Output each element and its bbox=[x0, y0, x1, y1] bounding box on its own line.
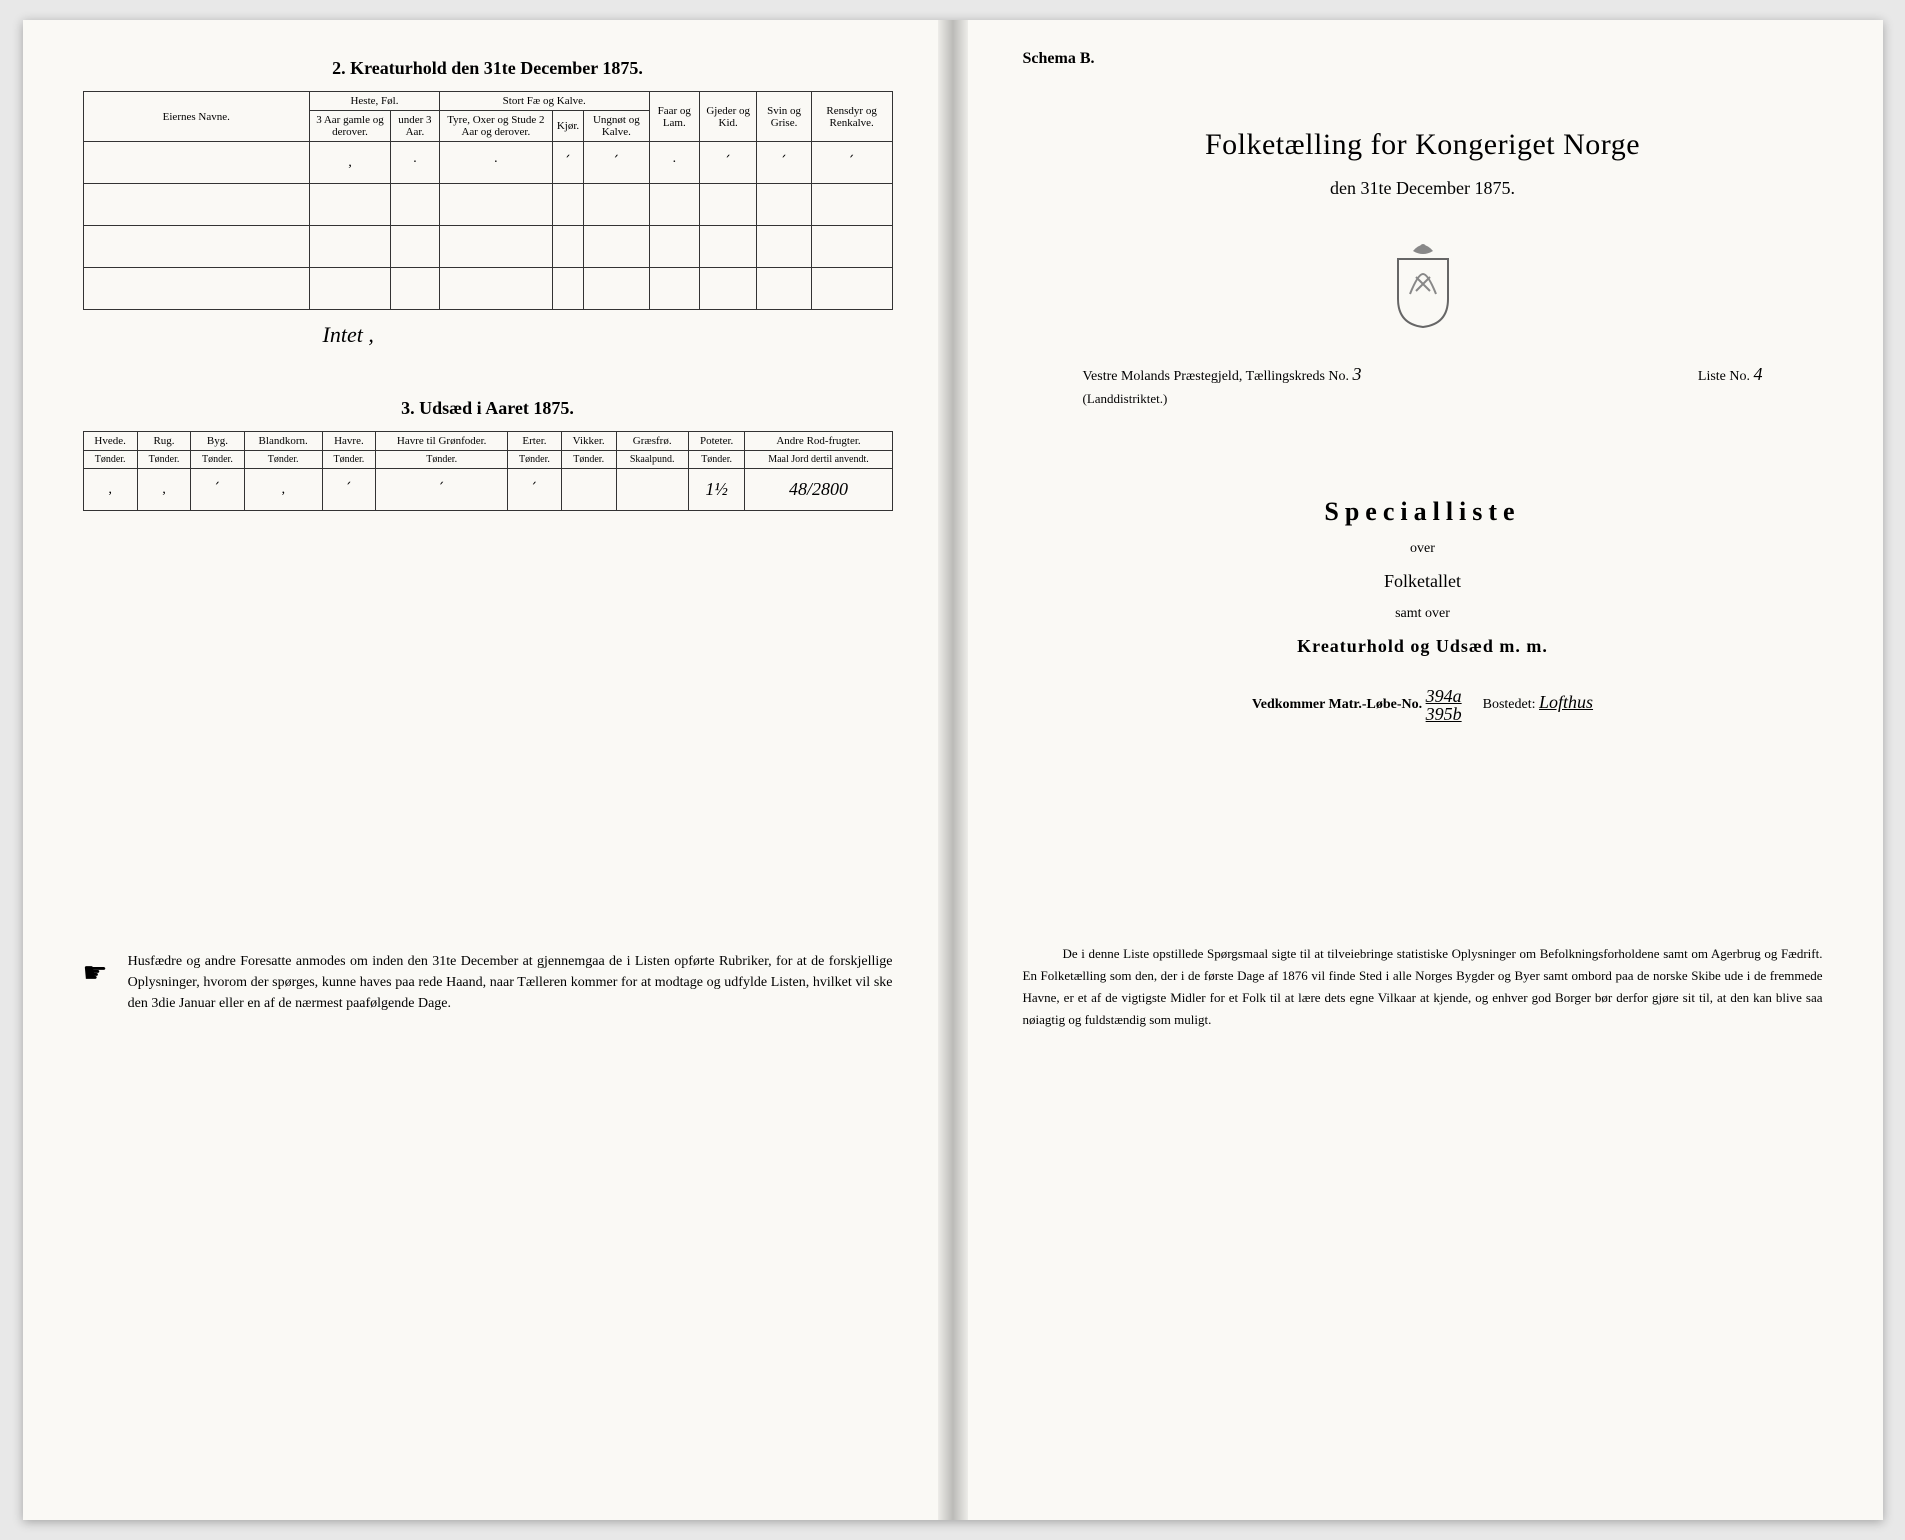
udsaed-table: Hvede.Rug.Byg.Blandkorn.Havre.Havre til … bbox=[83, 431, 893, 511]
kreatur-label: Kreaturhold og Udsæd m. m. bbox=[1023, 636, 1823, 657]
matr-line: Vedkommer Matr.-Løbe-No. 394a 395b Boste… bbox=[1023, 687, 1823, 723]
col-header: Byg. bbox=[191, 432, 244, 451]
col-subheader: Tønder. bbox=[508, 451, 561, 469]
col-subheader: Tønder. bbox=[137, 451, 190, 469]
table-subheader-row: Tønder.Tønder.Tønder.Tønder.Tønder.Tønde… bbox=[83, 451, 892, 469]
page-title: Folketælling for Kongeriget Norge bbox=[1023, 128, 1823, 162]
col-header: Hvede. bbox=[83, 432, 137, 451]
left-page: 2. Kreaturhold den 31te December 1875. E… bbox=[23, 20, 953, 1520]
matr-label: Vedkommer Matr.-Løbe-No. bbox=[1252, 697, 1422, 712]
cell: ‚ bbox=[137, 469, 190, 511]
col-gjeder: Gjeder og Kid. bbox=[700, 92, 757, 142]
schema-label: Schema B. bbox=[1023, 50, 1823, 68]
col-header: Poteter. bbox=[688, 432, 745, 451]
table-header-row: Hvede.Rug.Byg.Blandkorn.Havre.Havre til … bbox=[83, 432, 892, 451]
col-subheader: Tønder. bbox=[376, 451, 508, 469]
pointing-hand-icon: ☛ bbox=[83, 951, 108, 1014]
grp-stort: Stort Fæ og Kalve. bbox=[439, 92, 649, 111]
matr-value: 394a 395b bbox=[1426, 687, 1462, 723]
col-subheader: Tønder. bbox=[322, 451, 375, 469]
sub-heste1: 3 Aar gamle og derover. bbox=[310, 111, 391, 142]
col-header: Erter. bbox=[508, 432, 561, 451]
grp-heste: Heste, Føl. bbox=[310, 92, 440, 111]
table-row bbox=[83, 184, 892, 226]
kreaturhold-table: Eiernes Navne. Heste, Føl. Stort Fæ og K… bbox=[83, 91, 893, 310]
col-rensdyr: Rensdyr og Renkalve. bbox=[811, 92, 892, 142]
landdistriktet: (Landdistriktet.) bbox=[1083, 391, 1763, 407]
right-page: Schema B. Folketælling for Kongeriget No… bbox=[953, 20, 1883, 1520]
cell: 48/2800 bbox=[745, 469, 892, 511]
table-row bbox=[83, 268, 892, 310]
col-subheader: Tønder. bbox=[244, 451, 322, 469]
cell bbox=[561, 469, 616, 511]
cell: ‚ bbox=[244, 469, 322, 511]
samt-over-label: samt over bbox=[1023, 606, 1823, 622]
coat-of-arms-icon bbox=[1023, 239, 1823, 334]
handwritten-note: Intet , bbox=[323, 322, 893, 348]
left-footnote-text: Husfædre og andre Foresatte anmodes om i… bbox=[128, 951, 893, 1014]
col-svin: Svin og Grise. bbox=[757, 92, 811, 142]
table-row bbox=[83, 226, 892, 268]
col-subheader: Tønder. bbox=[688, 451, 745, 469]
sub-stort1: Tyre, Oxer og Stude 2 Aar og derover. bbox=[439, 111, 552, 142]
gjeld-prefix: Vestre Molands Præstegjeld, Tællingskred… bbox=[1083, 369, 1350, 384]
section-3-title: 3. Udsæd i Aaret 1875. bbox=[83, 398, 893, 419]
cell: 1½ bbox=[688, 469, 745, 511]
section-2-title: 2. Kreaturhold den 31te December 1875. bbox=[83, 58, 893, 79]
col-subheader: Tønder. bbox=[561, 451, 616, 469]
cell: ՛ bbox=[508, 469, 561, 511]
bostedet-value: Lofthus bbox=[1539, 692, 1593, 712]
col-header: Andre Rod-frugter. bbox=[745, 432, 892, 451]
col-faar: Faar og Lam. bbox=[649, 92, 699, 142]
sub-stort2: Kjør. bbox=[552, 111, 583, 142]
sub-heste2: under 3 Aar. bbox=[390, 111, 439, 142]
col-subheader: Skaalpund. bbox=[616, 451, 688, 469]
col-subheader: Tønder. bbox=[191, 451, 244, 469]
folketallet-label: Folketallet bbox=[1023, 571, 1823, 592]
title-date: den 31te December 1875. bbox=[1023, 178, 1823, 199]
cell: ՛ bbox=[191, 469, 244, 511]
gjeld-line: Vestre Molands Præstegjeld, Tællingskred… bbox=[1083, 364, 1763, 385]
kreds-no: 3 bbox=[1353, 364, 1362, 384]
col-subheader: Maal Jord dertil anvendt. bbox=[745, 451, 892, 469]
table-row: ‚ · · ՛ ՛ · ՛ ՛ ՛ bbox=[83, 142, 892, 184]
cell: ՛ bbox=[322, 469, 375, 511]
census-book-spread: 2. Kreaturhold den 31te December 1875. E… bbox=[23, 20, 1883, 1520]
sub-stort3: Ungnøt og Kalve. bbox=[584, 111, 649, 142]
cell bbox=[616, 469, 688, 511]
col-header: Blandkorn. bbox=[244, 432, 322, 451]
col-eier: Eiernes Navne. bbox=[83, 92, 310, 142]
liste-prefix: Liste No. bbox=[1698, 369, 1750, 384]
book-spine bbox=[938, 20, 968, 1520]
col-header: Havre. bbox=[322, 432, 375, 451]
specialliste-heading: Specialliste bbox=[1023, 497, 1823, 527]
col-header: Rug. bbox=[137, 432, 190, 451]
col-header: Græsfrø. bbox=[616, 432, 688, 451]
left-footnote-block: ☛ Husfædre og andre Foresatte anmodes om… bbox=[83, 951, 893, 1014]
col-header: Havre til Grønfoder. bbox=[376, 432, 508, 451]
cell: ՛ bbox=[376, 469, 508, 511]
col-subheader: Tønder. bbox=[83, 451, 137, 469]
bostedet-label: Bostedet: bbox=[1483, 697, 1536, 712]
liste-no: 4 bbox=[1754, 364, 1763, 384]
table-row: ‚‚՛‚՛՛՛1½48/2800 bbox=[83, 469, 892, 511]
cell: ‚ bbox=[83, 469, 137, 511]
over-label: over bbox=[1023, 541, 1823, 557]
right-footnote-text: De i denne Liste opstillede Spørgsmaal s… bbox=[1023, 943, 1823, 1031]
col-header: Vikker. bbox=[561, 432, 616, 451]
